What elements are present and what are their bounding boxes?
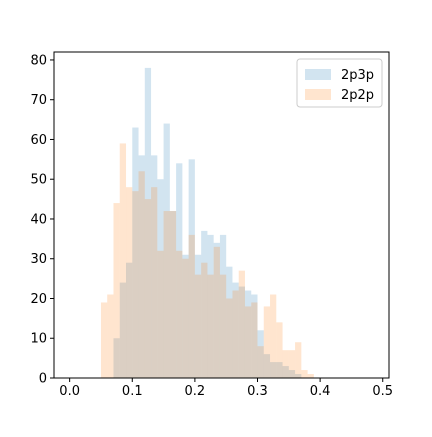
bar [100,302,108,378]
series-2p2p [100,143,314,378]
bar [113,203,120,378]
bar [201,262,208,378]
bar [126,187,133,378]
legend-swatch [305,69,331,80]
bar [270,294,277,378]
bar [207,234,214,378]
x-tick-label: 0.0 [59,384,80,399]
bar [263,306,271,378]
legend: 2p3p 2p2p [296,58,383,108]
bar [119,143,127,378]
bar [276,322,283,378]
bar [157,179,164,378]
legend-label: 2p3p [341,68,374,83]
bar [226,298,233,378]
y-tick-label: 70 [30,93,47,108]
bar [207,274,214,378]
bar [288,370,296,378]
bar [232,282,239,378]
bar [257,330,264,378]
bar [126,262,133,378]
bar [244,306,252,378]
bar [188,234,195,378]
bar [144,67,152,378]
bar [295,374,302,378]
bar [107,294,114,378]
bar [244,290,252,378]
bar [232,290,239,378]
bar [226,266,233,378]
bar [282,350,289,378]
bar [219,274,227,378]
bar [307,374,314,378]
y-tick-label: 40 [30,212,47,227]
bar [213,242,220,378]
bar [219,234,227,378]
x-tick-label: 0.3 [247,384,268,399]
bar [288,350,296,378]
bar [201,230,208,378]
bar [251,294,258,378]
bar [157,250,164,378]
bar [238,286,245,378]
bar [251,302,258,378]
bar [169,211,177,378]
bar [270,362,277,378]
bar [238,270,245,378]
bar [113,338,120,378]
bar [176,250,183,378]
y-tick-label: 20 [30,292,47,307]
x-tick-label: 0.1 [122,384,143,399]
bar [194,254,202,378]
bar [213,246,220,378]
bar [144,199,152,378]
bar [151,155,158,378]
bar [138,155,145,378]
bar [282,366,289,378]
bar [176,163,183,378]
bar [151,187,158,378]
bar [119,282,127,378]
legend-label: 2p2p [341,88,374,103]
bar [182,254,189,378]
bar [163,211,170,378]
bar [182,258,189,378]
bar [194,274,202,378]
axes-layer: 0.0 0.1 0.2 0.3 0.4 0.5 0 10 20 30 40 50 60 70 80 [30,53,393,399]
y-tick-label: 80 [30,53,47,68]
bar [276,362,283,378]
bar [132,191,139,378]
bar [295,342,302,378]
bar [301,370,308,378]
bar [138,171,145,378]
y-tick-label: 10 [30,332,47,347]
y-tick-label: 0 [39,372,47,387]
bar [169,211,177,378]
y-tick-label: 50 [30,173,47,188]
x-tick-label: 0.5 [372,384,393,399]
y-tick-label: 30 [30,252,47,267]
y-tick-label: 60 [30,133,47,148]
bars-layer [100,67,314,378]
bar [263,354,271,378]
bar [188,159,195,378]
bar [132,127,139,378]
legend-swatch [305,89,331,100]
series-2p3p [113,67,302,378]
bar [257,346,264,378]
bar [163,123,170,378]
x-tick-label: 0.4 [310,384,331,399]
plot-frame [53,51,390,379]
x-tick-label: 0.2 [185,384,206,399]
legend-box [296,58,383,108]
